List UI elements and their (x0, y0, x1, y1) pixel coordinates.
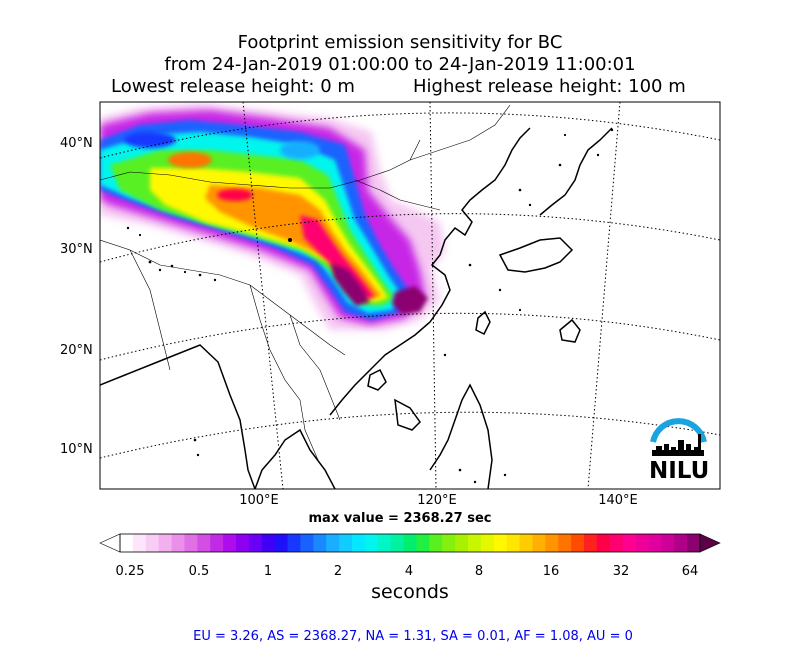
colorbar-cell (622, 534, 636, 552)
colorbar-cell (339, 534, 353, 552)
small-islands (126, 128, 614, 484)
colorbar-cell (313, 534, 327, 552)
colorbar-cell (171, 534, 185, 552)
colorbar-cell (558, 534, 572, 552)
colorbar-tick-label: 8 (474, 564, 484, 579)
colorbar-cell (120, 534, 134, 552)
colorbar-max-extension (699, 533, 721, 553)
colorbar-cell (532, 534, 546, 552)
colorbar-cell (132, 534, 147, 552)
colorbar-cell (661, 534, 675, 552)
colorbar-cell (468, 534, 482, 552)
colorbar-cell (326, 534, 340, 552)
chart-title: Footprint emission sensitivity for BC (237, 32, 563, 53)
lat-label-40n: 40°N (60, 136, 93, 151)
colorbar-cell (596, 534, 611, 552)
map-frame (99, 101, 721, 490)
colorbar-tick-label: 0.25 (115, 564, 145, 579)
max-value: max value = 2368.27 sec (308, 511, 492, 526)
colorbar-frame (119, 533, 701, 553)
colorbar-cell (287, 534, 301, 552)
colorbar-cell (674, 534, 688, 552)
colorbar-cell (300, 534, 314, 552)
colorbar-cell (377, 534, 392, 552)
colorbar-cell (442, 534, 456, 552)
lon-label-100e: 100°E (239, 493, 279, 508)
lon-label-120e: 120°E (417, 493, 457, 508)
lat-label-30n: 30°N (60, 242, 93, 257)
colorbar-cell (261, 534, 276, 552)
colorbar-tick-label: 4 (404, 564, 414, 579)
lon-label-140e: 140°E (598, 493, 638, 508)
country-borders (100, 104, 511, 461)
colorbar-cell (236, 534, 250, 552)
colorbar-cell (506, 534, 520, 552)
colorbar-tick-label: 0.5 (188, 564, 210, 579)
colorbar-min-extension (99, 533, 121, 553)
colorbar-cell (429, 534, 443, 552)
colorbar-cell (352, 534, 366, 552)
colorbar-cell (455, 534, 469, 552)
colorbar-cell (609, 534, 624, 552)
colorbar-tick-label: 64 (681, 564, 699, 579)
colorbar-cell (480, 534, 495, 552)
colorbar-cell (210, 534, 224, 552)
colorbar-tick-label: 1 (263, 564, 273, 579)
nilu-logo-skyline (652, 434, 704, 456)
colorbar-cell (403, 534, 417, 552)
colorbar-cell (571, 534, 585, 552)
colorbar-cell (648, 534, 662, 552)
colorbar-cell (364, 534, 379, 552)
colorbar-cell (390, 534, 404, 552)
coastlines (100, 127, 613, 489)
colorbar-cell (274, 534, 288, 552)
region-summary: EU = 3.26, AS = 2368.27, NA = 1.31, SA =… (193, 629, 633, 644)
lowest-release-height: Lowest release height: 0 m (111, 76, 355, 97)
colorbar-tick-label: 32 (612, 564, 630, 579)
graticule (100, 102, 720, 489)
highest-release-height: Highest release height: 100 m (413, 76, 686, 97)
lat-label-20n: 20°N (60, 343, 93, 358)
colorbar-cell (197, 534, 211, 552)
colorbar-cell (545, 534, 559, 552)
colorbar-cell (248, 534, 263, 552)
colorbar-tick-label: 16 (542, 564, 560, 579)
colorbar-cell (223, 534, 237, 552)
nilu-logo-text: NILU (649, 458, 710, 484)
colorbar-cell (519, 534, 533, 552)
colorbar-cell (635, 534, 649, 552)
colorbar-cell (416, 534, 430, 552)
colorbar-cell (184, 534, 198, 552)
colorbar-cell (158, 534, 172, 552)
colorbar-cell (493, 534, 508, 552)
colorbar-label: seconds (371, 581, 449, 603)
nilu-logo (650, 418, 707, 456)
colorbar-cell (584, 534, 598, 552)
colorbar-tick-label: 2 (333, 564, 343, 579)
nilu-logo-arc (650, 418, 707, 443)
colorbar-cell (145, 534, 160, 552)
emission-sensitivity-plume (100, 104, 445, 330)
colorbar-cell (687, 534, 701, 552)
date-range: from 24-Jan-2019 01:00:00 to 24-Jan-2019… (164, 54, 636, 75)
lat-label-10n: 10°N (60, 442, 93, 457)
